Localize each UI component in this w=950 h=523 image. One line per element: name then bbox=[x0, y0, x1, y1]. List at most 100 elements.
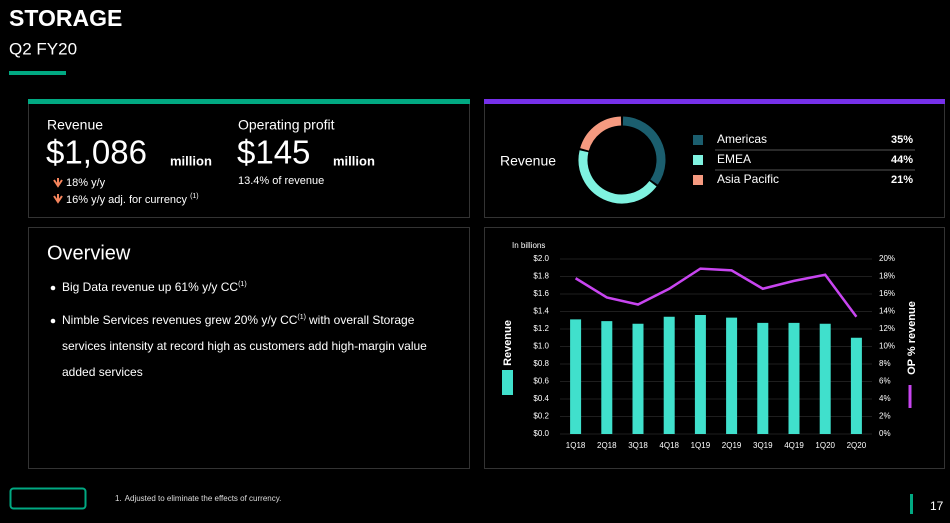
donut-segment bbox=[622, 116, 666, 185]
legend-swatch bbox=[693, 175, 703, 185]
text: Nimble Services revenues grew 20% y/y CC bbox=[62, 313, 298, 327]
kpi-note: 18% y/y bbox=[66, 177, 106, 189]
legend-label: Asia Pacific bbox=[717, 172, 779, 186]
line bbox=[574, 267, 858, 318]
superscript: (1) bbox=[238, 281, 247, 288]
y2-tick-label: 14% bbox=[879, 307, 895, 316]
bullet bbox=[50, 285, 56, 291]
bar bbox=[819, 323, 831, 434]
kpi-label: Operating profit bbox=[238, 117, 335, 133]
x-tick-label: 1Q18 bbox=[566, 441, 586, 450]
value-label: 21% bbox=[891, 174, 913, 186]
x-tick-label: 2Q20 bbox=[847, 441, 867, 450]
footnote-number: 1. bbox=[115, 494, 122, 503]
chart-subtitle: In billions bbox=[512, 241, 545, 250]
x-tick-label: 1Q19 bbox=[691, 441, 711, 450]
footnote: 1. Adjusted to eliminate the effects of c… bbox=[115, 494, 281, 503]
y2-tick-label: 4% bbox=[879, 394, 891, 403]
y-tick-label: $1.0 bbox=[533, 342, 549, 351]
kpi-value: $145 bbox=[237, 134, 310, 171]
y2-axis-label: OP % revenue bbox=[906, 301, 918, 375]
bar bbox=[570, 319, 582, 434]
y-tick-label: $0.4 bbox=[533, 394, 549, 403]
bar bbox=[694, 315, 706, 434]
subtitle: Q2 FY20 bbox=[9, 39, 77, 58]
kpi-value: $1,086 bbox=[46, 134, 147, 171]
page-number: 17 bbox=[930, 499, 944, 513]
bullet-text: Big Data revenue up 61% y/y CC(1) bbox=[62, 280, 247, 294]
down-arrow bbox=[53, 178, 63, 188]
donut-segment bbox=[580, 116, 622, 151]
kpi-note: 13.4% of revenue bbox=[238, 175, 324, 187]
y2-tick-label: 18% bbox=[879, 272, 895, 281]
bar bbox=[788, 322, 800, 434]
title: STORAGE bbox=[9, 5, 122, 31]
y2-tick-label: 0% bbox=[879, 429, 891, 438]
text: Big Data revenue up 61% y/y CC bbox=[62, 280, 238, 294]
x-tick-label: 2Q19 bbox=[722, 441, 742, 450]
down-arrow bbox=[53, 194, 63, 204]
logo-outline bbox=[9, 487, 87, 510]
kpi-label: Revenue bbox=[47, 117, 103, 133]
y-axis-label: Revenue bbox=[502, 320, 514, 366]
legend-label: Americas bbox=[717, 132, 767, 146]
donut-segment bbox=[578, 150, 657, 204]
bar bbox=[601, 321, 613, 434]
donut-title: Revenue bbox=[500, 153, 556, 169]
bullet-text: added services bbox=[62, 365, 143, 379]
kpi-note: 16% y/y adj. for currency (1) bbox=[66, 193, 199, 206]
kpi-unit: million bbox=[333, 153, 375, 168]
y2-tick-label: 20% bbox=[879, 254, 895, 263]
bullet-text: Nimble Services revenues grew 20% y/y CC… bbox=[62, 313, 415, 327]
y-tick-label: $0.0 bbox=[533, 429, 549, 438]
y-tick-label: $1.8 bbox=[533, 272, 549, 281]
x-tick-label: 3Q18 bbox=[628, 441, 648, 450]
y2-tick-label: 12% bbox=[879, 324, 895, 333]
x-tick-label: 4Q18 bbox=[659, 441, 679, 450]
overview-title: Overview bbox=[47, 242, 131, 264]
legend-swatch bbox=[693, 155, 703, 165]
y2-tick-label: 8% bbox=[879, 359, 891, 368]
x-tick-label: 4Q19 bbox=[784, 441, 804, 450]
legend-label: EMEA bbox=[717, 152, 751, 166]
bar bbox=[850, 337, 862, 434]
overview-panel bbox=[28, 227, 470, 469]
value-label: 35% bbox=[891, 134, 913, 146]
legend-swatch bbox=[693, 135, 703, 145]
y2-tick-label: 2% bbox=[879, 412, 891, 421]
bar bbox=[632, 323, 644, 434]
accent-bar bbox=[9, 71, 66, 75]
bar bbox=[726, 317, 738, 434]
y-tick-label: $0.6 bbox=[533, 377, 549, 386]
y-tick-label: $1.4 bbox=[533, 307, 549, 316]
bullet bbox=[50, 318, 56, 324]
chart-panel bbox=[484, 227, 945, 469]
y2-tick-label: 10% bbox=[879, 342, 895, 351]
y2-tick-label: 16% bbox=[879, 289, 895, 298]
x-tick-label: 1Q20 bbox=[815, 441, 835, 450]
y-tick-label: $2.0 bbox=[533, 254, 549, 263]
y-tick-label: $0.2 bbox=[533, 412, 549, 421]
superscript: (1) bbox=[190, 193, 199, 200]
y-tick-label: $0.8 bbox=[533, 359, 549, 368]
y-tick-label: $1.6 bbox=[533, 289, 549, 298]
value-label: 44% bbox=[891, 154, 913, 166]
text: with overall Storage bbox=[308, 313, 415, 327]
y2-tick-label: 6% bbox=[879, 377, 891, 386]
bar bbox=[663, 316, 675, 434]
superscript: (1) bbox=[297, 314, 306, 321]
footnote-text: Adjusted to eliminate the effects of cur… bbox=[125, 494, 282, 503]
bar bbox=[757, 322, 769, 434]
panel-bar bbox=[484, 99, 945, 104]
bullet-text: services intensity at record high as cus… bbox=[62, 339, 427, 353]
x-tick-label: 2Q18 bbox=[597, 441, 617, 450]
legend-swatch bbox=[502, 370, 513, 395]
page-bar bbox=[910, 494, 913, 514]
note-text: 16% y/y adj. for currency bbox=[66, 194, 188, 206]
y-tick-label: $1.2 bbox=[533, 324, 549, 333]
x-tick-label: 3Q19 bbox=[753, 441, 773, 450]
panel-bar bbox=[28, 99, 470, 104]
kpi-unit: million bbox=[170, 153, 212, 168]
